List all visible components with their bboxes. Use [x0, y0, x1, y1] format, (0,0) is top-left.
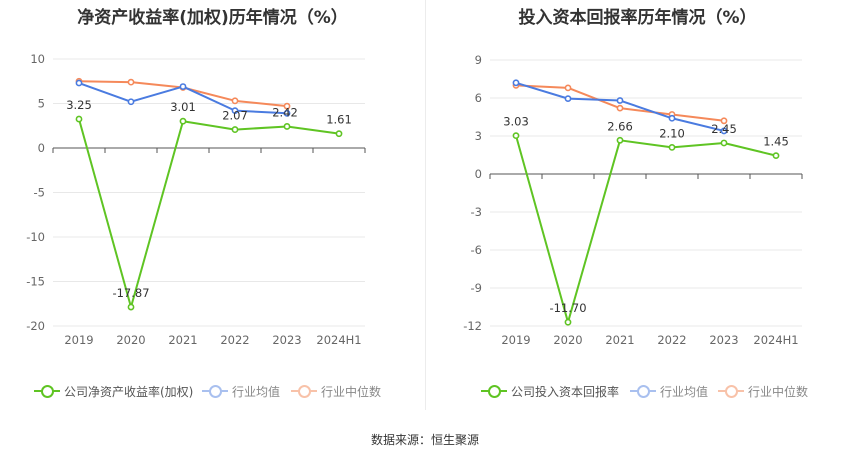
company-series-line	[78, 118, 340, 309]
data-point[interactable]	[127, 303, 135, 311]
chart-title: 投入资本回报率历年情况（%）	[518, 8, 757, 28]
data-point[interactable]	[231, 126, 239, 133]
legend-label: 行业中位数	[748, 384, 809, 399]
legend-item-average[interactable]: 行业均值	[630, 381, 708, 401]
x-tick-label: 2023	[709, 333, 738, 347]
legend-median-swatch	[718, 384, 744, 398]
data-label: 3.25	[66, 98, 92, 112]
y-tick-label: -3	[471, 205, 482, 219]
legend-item-company[interactable]: 公司净资产收益率(加权)	[34, 381, 193, 401]
data-point[interactable]	[179, 117, 187, 125]
legend-median-swatch	[291, 384, 317, 398]
x-tick-label: 2019	[64, 333, 93, 347]
data-point[interactable]	[720, 127, 728, 135]
data-label: 2.07	[222, 109, 248, 123]
legend-label: 公司净资产收益率(加权)	[64, 384, 194, 399]
y-tick-label: 10	[30, 52, 45, 66]
data-point[interactable]	[75, 115, 83, 123]
roe-chart-panel: 净资产收益率(加权)历年情况（%） 10 5 0 -5 -10 -15 -20 2019 202…	[0, 0, 425, 410]
y-tick-label: 0	[38, 141, 45, 155]
roic-chart: 9 6 3 0 -3 -6 -9 -12 2019 2020 2021 2022 2023 2024H1 3…	[463, 53, 803, 347]
roic-chart-panel: 投入资本回报率历年情况（%） 9 6 3 0 -3 -6 -9 -12 2019 2020 2021…	[425, 0, 850, 410]
data-point[interactable]	[75, 79, 83, 87]
data-label: 1.61	[326, 113, 352, 127]
data-label: 2.42	[272, 105, 298, 119]
x-tick-label: 2024H1	[316, 333, 361, 347]
data-point[interactable]	[512, 132, 520, 140]
data-point[interactable]	[231, 107, 239, 115]
x-tick-label: 2021	[605, 333, 634, 347]
legend-label: 公司投入资本回报率	[511, 384, 620, 399]
legend-item-median[interactable]: 行业中位数	[718, 381, 808, 401]
y-tick-label: -15	[26, 275, 45, 289]
y-tick-label: 9	[475, 53, 482, 67]
x-tick-label: 2023	[272, 333, 301, 347]
data-label: 3.03	[503, 115, 529, 129]
x-tick-label: 2022	[220, 333, 249, 347]
company-series-line	[515, 135, 777, 324]
data-point[interactable]	[668, 143, 676, 151]
data-label: -17.87	[112, 286, 149, 300]
data-point[interactable]	[564, 84, 572, 92]
x-tick-label: 2020	[553, 333, 582, 347]
legend-average-swatch	[630, 384, 656, 398]
x-tick-label: 2024H1	[753, 333, 798, 347]
data-point[interactable]	[616, 97, 624, 104]
y-tick-label: -20	[26, 319, 45, 333]
data-point[interactable]	[179, 83, 187, 90]
legend: 公司净资产收益率(加权) 行业均值 行业中位数	[0, 381, 425, 401]
data-point[interactable]	[512, 79, 520, 87]
data-point[interactable]	[564, 95, 572, 103]
data-label: 2.66	[607, 119, 633, 133]
x-tick-label: 2020	[116, 333, 145, 347]
data-point[interactable]	[720, 117, 728, 125]
data-point[interactable]	[616, 136, 624, 144]
data-point[interactable]	[564, 318, 572, 326]
data-label: 3.01	[170, 100, 196, 114]
y-tick-label: -10	[26, 230, 45, 244]
x-tick-label: 2022	[657, 333, 686, 347]
data-label: 2.45	[711, 122, 737, 136]
data-point[interactable]	[127, 78, 135, 86]
y-tick-label: -12	[463, 319, 482, 333]
data-source-note: 数据来源：恒生聚源	[370, 433, 479, 447]
legend-company-swatch	[34, 384, 60, 398]
data-point[interactable]	[668, 114, 676, 122]
data-label: 1.45	[763, 135, 789, 149]
y-tick-label: -5	[34, 186, 45, 200]
y-tick-label: -6	[471, 243, 482, 257]
legend-label: 行业均值	[232, 384, 281, 399]
data-point[interactable]	[127, 98, 135, 106]
x-tick-label: 2021	[168, 333, 197, 347]
x-tick-label: 2019	[501, 333, 530, 347]
legend-item-median[interactable]: 行业中位数	[291, 381, 381, 401]
panel-divider	[425, 0, 426, 410]
legend-item-company[interactable]: 公司投入资本回报率	[481, 381, 619, 401]
y-tick-label: 5	[38, 97, 45, 111]
legend-average-swatch	[202, 384, 228, 398]
legend: 公司投入资本回报率 行业均值 行业中位数	[425, 381, 850, 401]
legend-item-average[interactable]: 行业均值	[202, 381, 280, 401]
legend-company-swatch	[481, 384, 507, 398]
chart-title: 净资产收益率(加权)历年情况（%）	[77, 8, 348, 28]
data-label: -11.70	[549, 301, 586, 315]
data-point[interactable]	[772, 152, 780, 160]
legend-label: 行业均值	[660, 384, 709, 399]
data-point[interactable]	[335, 130, 343, 138]
y-tick-label: -9	[471, 281, 482, 295]
data-point[interactable]	[283, 102, 291, 110]
data-point[interactable]	[283, 109, 291, 117]
data-point[interactable]	[616, 104, 624, 112]
roe-chart: 10 5 0 -5 -10 -15 -20 2019 2020 2021 2022 2023 2024H…	[26, 52, 366, 347]
legend-label: 行业中位数	[321, 384, 382, 399]
data-point[interactable]	[283, 123, 291, 130]
y-tick-label: 3	[475, 129, 482, 143]
y-tick-label: 6	[475, 91, 482, 105]
data-label: 2.10	[659, 126, 685, 140]
data-point[interactable]	[720, 139, 728, 147]
y-tick-label: 0	[475, 167, 482, 181]
data-point[interactable]	[231, 97, 239, 105]
